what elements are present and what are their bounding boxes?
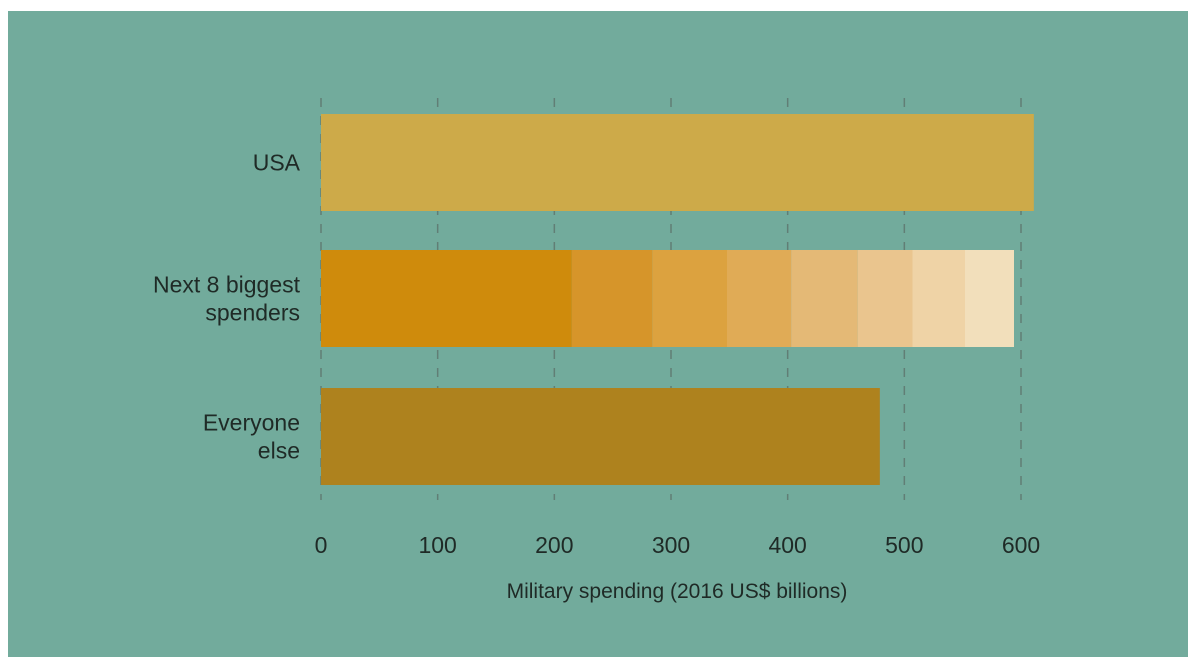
bar-1-segment-3	[727, 250, 792, 347]
bar-1-segment-7	[965, 250, 1014, 347]
bar-1-segment-5	[857, 250, 913, 347]
x-tick-label: 0	[315, 532, 328, 558]
x-tick-label: 400	[768, 532, 806, 558]
x-tick-labels: 0 100 200 300 400 500 600	[315, 532, 1041, 558]
category-label-line: spenders	[205, 300, 300, 326]
x-tick-label: 200	[535, 532, 573, 558]
category-label-line: else	[258, 438, 300, 464]
x-tick-label: 100	[418, 532, 456, 558]
category-label-line: USA	[253, 150, 301, 176]
bar-0-segment-0	[321, 114, 1034, 211]
category-label: USA	[253, 150, 301, 176]
x-tick-label: 600	[1002, 532, 1040, 558]
bar-1-segment-2	[652, 250, 727, 347]
category-labels: USA Next 8 biggest spenders Everyone else	[153, 150, 301, 464]
bar-1-segment-1	[571, 250, 653, 347]
bar-2-segment-0	[321, 388, 880, 485]
category-label-line: Everyone	[203, 410, 300, 436]
bar-1-segment-6	[912, 250, 965, 347]
bar-1-segment-0	[321, 250, 572, 347]
category-label-line: Next 8 biggest	[153, 272, 301, 298]
category-label: Next 8 biggest spenders	[153, 272, 301, 326]
category-label: Everyone else	[203, 410, 300, 464]
x-tick-label: 500	[885, 532, 923, 558]
bar-1-segment-4	[791, 250, 858, 347]
x-tick-label: 300	[652, 532, 690, 558]
x-axis-title: Military spending (2016 US$ billions)	[507, 580, 848, 603]
bars	[321, 114, 1034, 485]
